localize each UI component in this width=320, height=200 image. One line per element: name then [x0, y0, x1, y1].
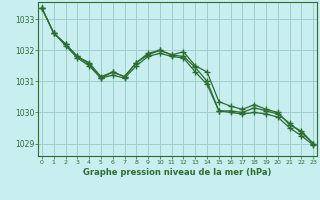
X-axis label: Graphe pression niveau de la mer (hPa): Graphe pression niveau de la mer (hPa): [84, 168, 272, 177]
